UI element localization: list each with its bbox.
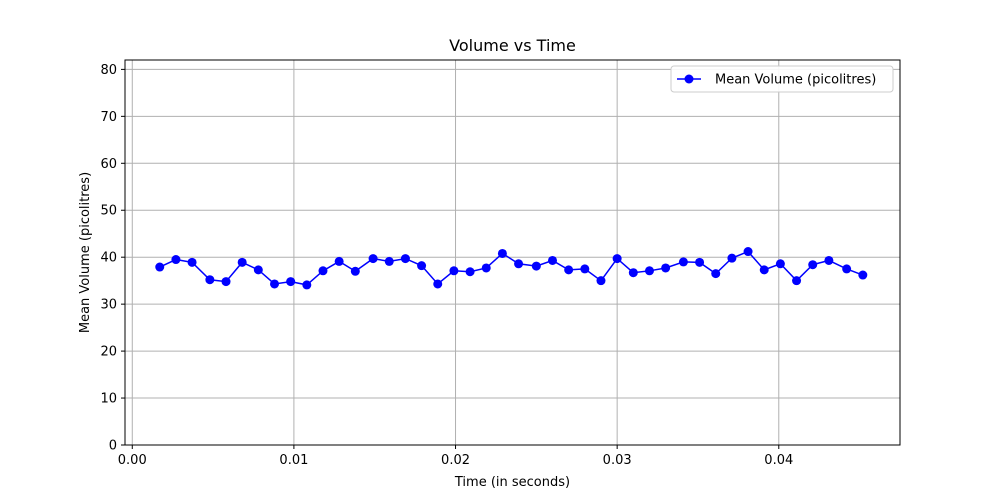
data-point [481,263,491,273]
y-tick-label: 70 [100,110,117,125]
data-point [286,277,296,287]
y-axis-label: Mean Volume (picolitres) [78,172,93,333]
data-point [449,266,459,276]
data-point [514,259,524,269]
y-tick-label: 50 [100,204,117,219]
y-tick-label: 60 [100,157,117,172]
data-point [580,264,590,274]
data-point [743,247,753,257]
data-point [695,257,705,267]
grid-lines [125,60,900,446]
data-point [253,265,263,275]
data-point [171,255,181,265]
legend: Mean Volume (picolitres) [670,65,894,93]
data-point [661,263,671,273]
x-tick-label: 0.00 [118,453,147,468]
legend-marker-swatch [684,74,694,84]
data-point [318,266,328,276]
y-tick-label: 30 [100,298,117,313]
series-line [159,250,864,286]
data-point [775,259,785,269]
data-point [400,254,410,264]
data-point [711,269,721,279]
chart-title: Volume vs Time [449,36,576,55]
data-point [155,262,165,272]
data-point [205,275,215,285]
y-tick-label: 10 [100,392,117,407]
data-point [678,257,688,267]
x-tick-label: 0.02 [441,453,470,468]
y-tick-label: 20 [100,345,117,360]
legend-label: Mean Volume (picolitres) [715,73,876,88]
data-point [531,261,541,271]
data-point [368,254,378,264]
data-point [350,266,360,276]
data-point [187,257,197,267]
data-point [596,276,606,286]
data-point [433,279,443,289]
x-tick-label: 0.04 [764,453,793,468]
data-point [237,257,247,267]
y-tick-label: 80 [100,63,117,78]
data-point [334,256,344,266]
data-series-layer [155,247,868,290]
data-point [417,261,427,271]
data-point [808,260,818,270]
y-tick-label: 0 [109,439,117,454]
data-point [302,280,312,290]
data-point [465,267,475,277]
data-point [824,255,834,265]
x-tick-label: 0.03 [603,453,632,468]
data-point [858,270,868,280]
data-point [759,265,769,275]
data-point [270,279,280,289]
data-point [727,253,737,263]
data-point [842,264,852,274]
x-axis-label: Time (in seconds) [454,475,570,490]
legend-box [670,65,894,93]
axis-ticks: 0.00 0.01 0.02 0.03 0.04 0 10 20 30 40 50 60 70 80 [100,63,793,468]
data-point [221,277,231,287]
y-tick-label: 40 [100,251,117,266]
plot-area-frame [124,59,901,446]
data-point [548,255,558,265]
data-point [792,276,802,286]
x-tick-label: 0.01 [279,453,308,468]
data-point [628,268,638,278]
data-point [384,256,394,266]
data-point [644,266,654,276]
data-point [564,265,574,275]
data-point [497,248,507,258]
data-point [612,254,622,264]
